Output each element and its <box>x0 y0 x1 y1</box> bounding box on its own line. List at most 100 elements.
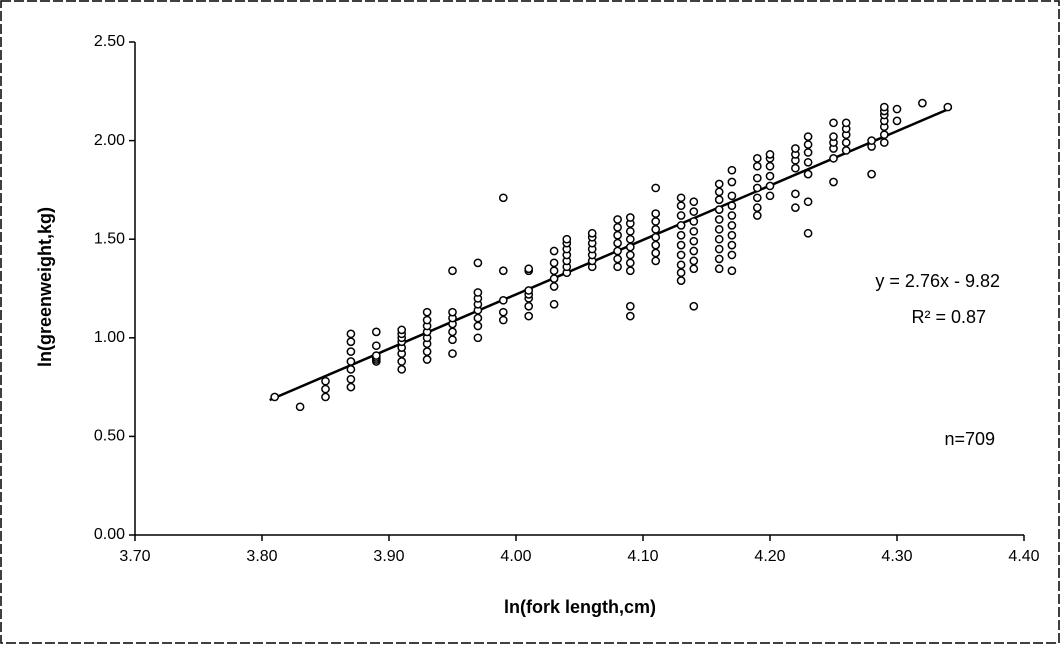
y-tick-label: 2.00 <box>94 132 125 149</box>
point <box>765 161 775 171</box>
point <box>549 282 559 291</box>
point <box>892 116 902 126</box>
point <box>689 207 699 216</box>
x-tick-label: 4.20 <box>754 548 785 565</box>
point <box>727 177 737 187</box>
point <box>651 240 661 250</box>
point <box>765 150 775 159</box>
point <box>498 315 508 325</box>
point <box>549 258 559 268</box>
point <box>841 146 851 155</box>
y-tick-label: 2.50 <box>94 33 125 50</box>
point <box>625 250 635 260</box>
point <box>397 365 407 374</box>
point <box>371 341 381 351</box>
point <box>613 246 622 256</box>
point <box>651 232 661 242</box>
point <box>829 132 838 142</box>
point <box>448 349 457 358</box>
point <box>752 203 762 212</box>
point <box>473 313 483 323</box>
point <box>422 307 432 317</box>
point <box>448 266 457 276</box>
x-tick-label: 4.00 <box>500 548 531 565</box>
point <box>943 102 953 112</box>
x-tick-label: 3.90 <box>373 548 404 565</box>
point <box>473 258 483 268</box>
point <box>321 384 330 394</box>
point <box>689 197 699 207</box>
point <box>498 307 508 317</box>
point <box>549 299 559 309</box>
point <box>714 179 724 189</box>
point <box>346 329 356 339</box>
point <box>714 205 724 214</box>
point <box>676 193 686 203</box>
point <box>397 357 407 366</box>
point <box>473 288 483 297</box>
point <box>346 337 356 347</box>
point <box>448 335 457 345</box>
point <box>803 157 813 167</box>
point <box>625 226 635 236</box>
point <box>803 197 813 207</box>
point <box>689 217 699 226</box>
point <box>346 357 356 366</box>
point <box>371 327 381 337</box>
point <box>613 230 622 240</box>
point <box>498 193 508 203</box>
point <box>689 301 699 311</box>
point <box>651 183 661 193</box>
point <box>714 264 724 274</box>
point <box>714 234 724 244</box>
point <box>613 238 622 248</box>
point <box>651 224 661 234</box>
point <box>346 365 356 374</box>
point <box>765 181 775 191</box>
point <box>689 246 699 256</box>
equation: y = 2.76x - 9.82 <box>875 271 1000 291</box>
y-tick-label: 1.00 <box>94 329 125 346</box>
point <box>625 301 635 311</box>
point <box>651 248 661 258</box>
point <box>676 230 686 240</box>
point <box>613 262 622 272</box>
y-axis-title: ln(greenweight,kg) <box>35 207 55 367</box>
point <box>689 236 699 246</box>
point <box>676 201 686 211</box>
point <box>625 258 635 268</box>
point <box>841 118 851 128</box>
point <box>714 244 724 254</box>
point <box>524 311 534 321</box>
point <box>321 376 330 386</box>
point <box>918 98 927 108</box>
point <box>676 260 686 270</box>
point <box>524 301 534 311</box>
point <box>791 189 800 199</box>
point <box>727 266 737 276</box>
point <box>803 169 813 179</box>
point <box>651 217 661 226</box>
point <box>752 173 762 183</box>
point <box>676 276 686 285</box>
point <box>676 221 686 230</box>
point <box>422 347 432 356</box>
point <box>791 203 800 212</box>
point <box>803 132 813 142</box>
point <box>714 187 724 197</box>
point <box>613 223 622 232</box>
point <box>651 256 661 266</box>
point <box>625 266 635 276</box>
x-tick-label: 4.30 <box>881 548 912 565</box>
point <box>752 161 762 171</box>
trend-line <box>269 106 953 402</box>
point <box>752 183 762 193</box>
point <box>879 130 889 140</box>
point <box>549 266 559 276</box>
point <box>473 321 483 331</box>
point <box>752 153 762 163</box>
point <box>676 250 686 260</box>
x-tick-label: 3.70 <box>119 548 150 565</box>
r-squared: R² = 0.87 <box>911 307 986 327</box>
